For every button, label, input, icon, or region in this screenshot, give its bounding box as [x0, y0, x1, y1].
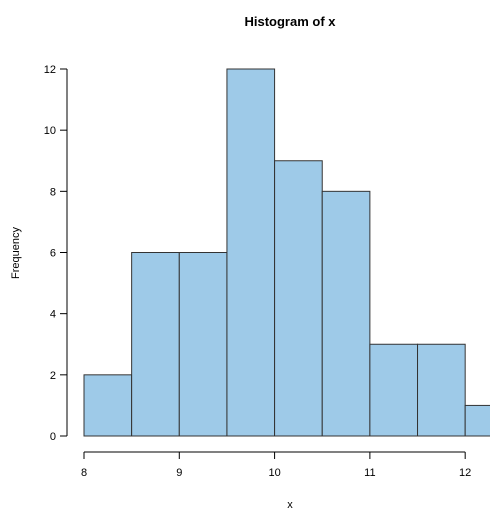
y-tick-label: 10 — [44, 125, 56, 137]
y-axis: 0 2 4 6 8 10 12 — [44, 64, 68, 443]
histogram-bar — [274, 160, 323, 437]
x-tick-label: 11 — [364, 467, 375, 479]
histogram-bar — [464, 404, 490, 437]
y-tick-label: 4 — [50, 309, 56, 321]
x-tick-label: 8 — [81, 467, 87, 479]
x-tick-label: 12 — [459, 467, 471, 479]
histogram-bar — [226, 68, 276, 437]
y-tick-label: 6 — [50, 248, 56, 260]
histogram-bar — [369, 343, 419, 437]
histogram-bar — [178, 252, 228, 437]
y-tick-label: 12 — [44, 64, 56, 76]
histogram-bar — [131, 252, 180, 437]
histogram-bar — [321, 190, 371, 437]
y-tick-label: 2 — [50, 370, 56, 382]
histogram-bar — [417, 343, 466, 437]
x-tick-label: 10 — [268, 467, 280, 479]
bars-group — [83, 68, 490, 437]
histogram-bar — [83, 374, 133, 437]
y-tick-label: 8 — [50, 186, 56, 198]
y-axis-label: Frequency — [10, 227, 22, 279]
x-axis-label: x — [287, 499, 293, 510]
y-tick-label: 0 — [50, 431, 56, 443]
chart-title: Histogram of x — [244, 14, 336, 29]
x-tick-label: 9 — [176, 467, 182, 479]
x-axis: 8 9 10 11 12 — [81, 451, 471, 479]
